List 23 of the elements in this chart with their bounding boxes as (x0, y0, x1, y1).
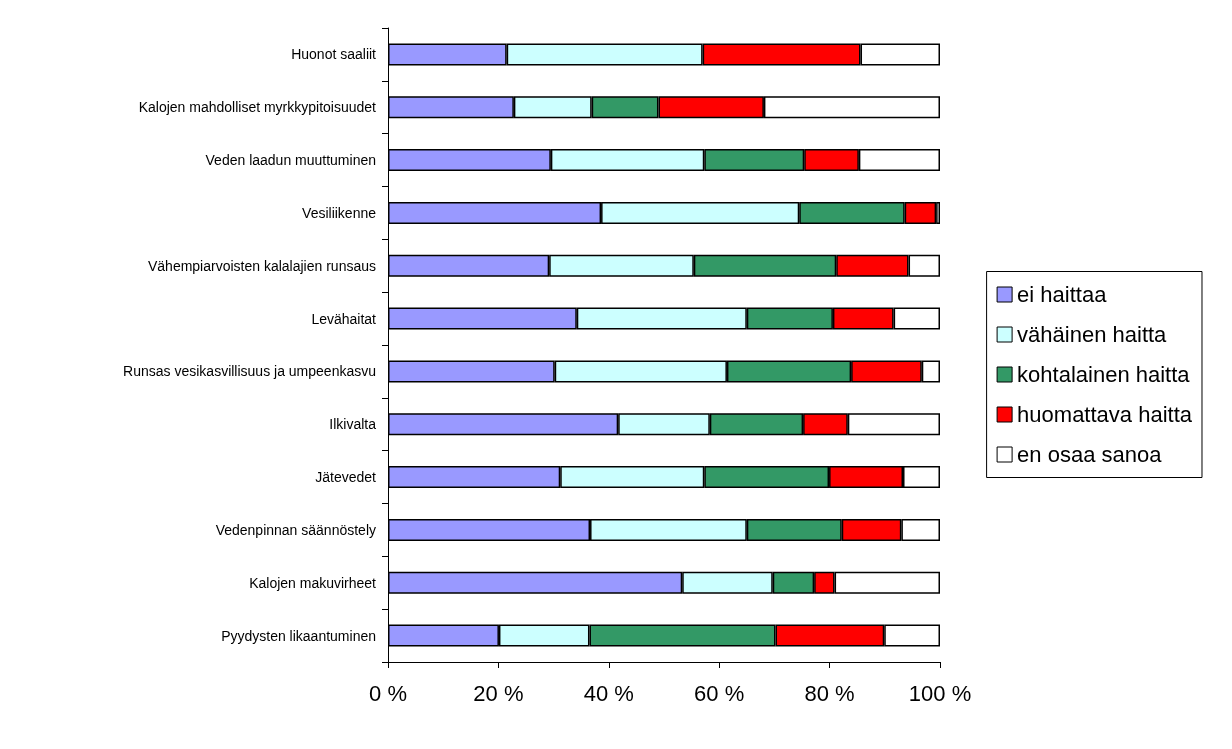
x-tick-label: 100 % (908, 680, 972, 706)
y-tick-label: Runsas vesikasvillisuus ja umpeenkasvu (123, 363, 376, 380)
y-tick-label: Vedenpinnan säännöstely (215, 521, 376, 538)
y-tick-label: Huonot saaliit (291, 46, 377, 63)
legend-label: vähäinen haitta (1017, 322, 1168, 347)
x-tick-label: 20 % (473, 680, 524, 706)
legend-label: huomattava haitta (1017, 402, 1193, 427)
legend-label: kohtalainen haitta (1017, 362, 1191, 387)
y-tick-label: Kalojen mahdolliset myrkkypitoisuudet (138, 99, 377, 116)
y-tick-label: Veden laadun muuttuminen (205, 152, 376, 169)
y-tick-label: Ilkivalta (329, 416, 377, 433)
y-tick-label: Kalojen makuvirheet (249, 574, 377, 591)
legend-label: en osaa sanoa (1017, 442, 1163, 467)
y-tick-label: Vesiliikenne (302, 204, 377, 221)
x-tick-label: 80 % (804, 680, 855, 706)
y-tick-label: Jätevedet (315, 469, 377, 486)
x-tick-label: 0 % (369, 680, 407, 706)
legend-label: ei haittaa (1017, 282, 1108, 307)
y-tick-label: Pyydysten likaantuminen (221, 627, 376, 644)
y-tick-label: Vähempiarvoisten kalalajien runsaus (147, 257, 376, 274)
x-tick-label: 60 % (694, 680, 745, 706)
y-tick-label: Levähaitat (311, 310, 377, 327)
x-tick-label: 40 % (583, 680, 634, 706)
